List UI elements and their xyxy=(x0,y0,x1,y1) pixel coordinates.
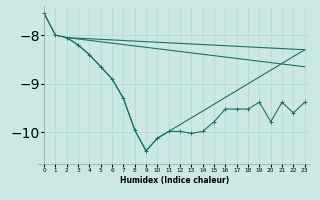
X-axis label: Humidex (Indice chaleur): Humidex (Indice chaleur) xyxy=(120,176,229,185)
